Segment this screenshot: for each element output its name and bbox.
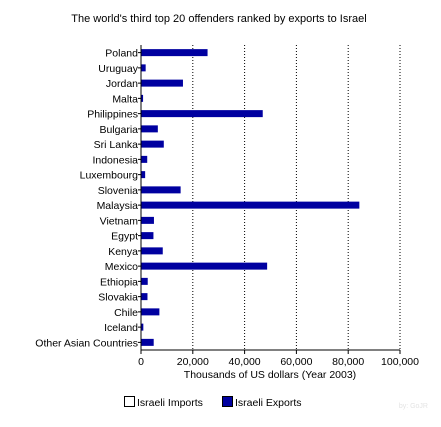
category-label: Uruguay (98, 63, 138, 75)
bar-sri-lanka (141, 140, 164, 148)
bar-luxembourg (141, 171, 146, 179)
bar-uruguay (141, 64, 146, 72)
legend-swatch-imports (124, 396, 135, 407)
chart-title: The world's third top 20 offenders ranke… (71, 13, 366, 25)
x-tick-label: 60,000 (280, 356, 312, 368)
category-label: Ethiopia (100, 276, 138, 288)
bar-philippines (141, 110, 263, 118)
category-label: Egypt (111, 231, 138, 243)
axes (140, 45, 400, 351)
bar-iceland (141, 323, 144, 331)
bar-egypt (141, 232, 154, 240)
bar-indonesia (141, 155, 148, 163)
category-label: Bulgaria (99, 124, 138, 136)
legend: Israeli Imports Israeli Exports (124, 396, 302, 409)
bar-malaysia (141, 201, 360, 209)
legend-label-exports: Israeli Exports (235, 397, 302, 409)
bar-other-asian-countries (141, 338, 154, 346)
category-label: Iceland (104, 322, 138, 334)
bar-slovenia (141, 186, 181, 194)
legend-label-imports: Israeli Imports (137, 397, 203, 409)
category-label: Malta (112, 93, 138, 105)
category-label: Poland (105, 48, 138, 60)
bar-bulgaria (141, 125, 158, 133)
bars (141, 49, 360, 346)
category-label: Sri Lanka (94, 139, 139, 151)
category-label: Slovakia (98, 292, 138, 304)
bar-malta (141, 94, 144, 102)
x-tick-label: 40,000 (229, 356, 261, 368)
category-label: Chile (114, 307, 138, 319)
x-axis-label: Thousands of US dollars (Year 2003) (184, 369, 356, 381)
x-tick-label: 80,000 (332, 356, 364, 368)
category-label: Kenya (108, 246, 138, 258)
x-tick-labels: 0 20,000 40,000 60,000 80,000 100,000 (138, 350, 419, 368)
x-tick-label: 0 (138, 356, 144, 368)
category-label: Luxembourg (80, 170, 139, 182)
category-label: Malaysia (97, 200, 139, 212)
gridlines (192, 45, 401, 350)
bar-vietnam (141, 216, 154, 224)
bar-poland (141, 49, 208, 57)
x-tick-label: 100,000 (381, 356, 419, 368)
legend-swatch-exports (222, 396, 233, 407)
category-label: Philippines (87, 109, 138, 121)
watermark: by: GoJR (399, 403, 428, 410)
category-label: Mexico (105, 261, 138, 273)
category-labels: Poland Uruguay Jordan Malta Philippines Bulga… (35, 48, 141, 349)
x-tick-label: 20,000 (177, 356, 209, 368)
bar-jordan (141, 79, 183, 87)
category-label: Slovenia (98, 185, 138, 197)
category-label: Indonesia (92, 154, 138, 166)
bar-ethiopia (141, 277, 148, 285)
category-label: Vietnam (100, 215, 139, 227)
category-label: Other Asian Countries (35, 337, 138, 349)
category-label: Jordan (106, 78, 138, 90)
bar-kenya (141, 247, 163, 255)
bar-chile (141, 308, 160, 316)
bar-mexico (141, 262, 268, 270)
bar-slovakia (141, 293, 148, 301)
